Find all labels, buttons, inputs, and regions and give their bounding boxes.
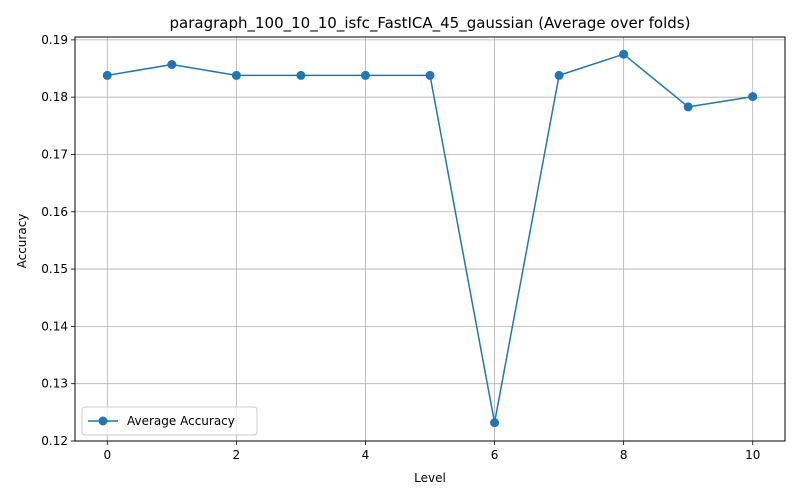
- x-tick-label: 8: [620, 448, 628, 462]
- legend-marker-swatch: [98, 416, 108, 426]
- y-axis-ticks: 0.12 0.13 0.14 0.15 0.16 0.17 0.18 0.19: [41, 33, 75, 448]
- grid: [75, 37, 785, 442]
- chart-title: paragraph_100_10_10_isfc_FastICA_45_gaus…: [170, 14, 691, 33]
- x-tick-label: 0: [103, 448, 111, 462]
- series-line: [107, 53, 753, 424]
- y-tick-label: 0.12: [41, 434, 68, 448]
- data-point: [102, 70, 112, 80]
- x-tick-label: 6: [491, 448, 499, 462]
- x-tick-label: 2: [233, 448, 241, 462]
- y-tick-label: 0.18: [41, 90, 68, 104]
- data-point: [231, 70, 241, 80]
- y-tick-label: 0.15: [41, 262, 68, 276]
- data-point: [683, 102, 693, 112]
- data-point: [748, 92, 758, 102]
- legend-label: Average Accuracy: [127, 414, 235, 428]
- x-axis-label: Level: [414, 471, 446, 485]
- x-tick-label: 10: [745, 448, 760, 462]
- data-point: [360, 70, 370, 80]
- data-point: [425, 70, 435, 80]
- y-tick-label: 0.13: [41, 377, 68, 391]
- y-tick-label: 0.14: [41, 319, 68, 333]
- data-point: [167, 60, 177, 70]
- y-tick-label: 0.19: [41, 33, 68, 47]
- plot-frame: [74, 36, 786, 442]
- y-tick-label: 0.17: [41, 147, 68, 161]
- data-point: [490, 418, 500, 428]
- x-tick-label: 4: [362, 448, 370, 462]
- y-tick-label: 0.16: [41, 205, 68, 219]
- series-group: [102, 49, 758, 428]
- data-point: [296, 70, 306, 80]
- data-point: [619, 49, 629, 59]
- legend: Average Accuracy: [81, 406, 258, 436]
- data-point: [554, 70, 564, 80]
- legend-box: [81, 406, 258, 436]
- x-axis-ticks: 0 2 4 6 8 10: [103, 441, 760, 462]
- y-axis-label: Accuracy: [15, 214, 29, 269]
